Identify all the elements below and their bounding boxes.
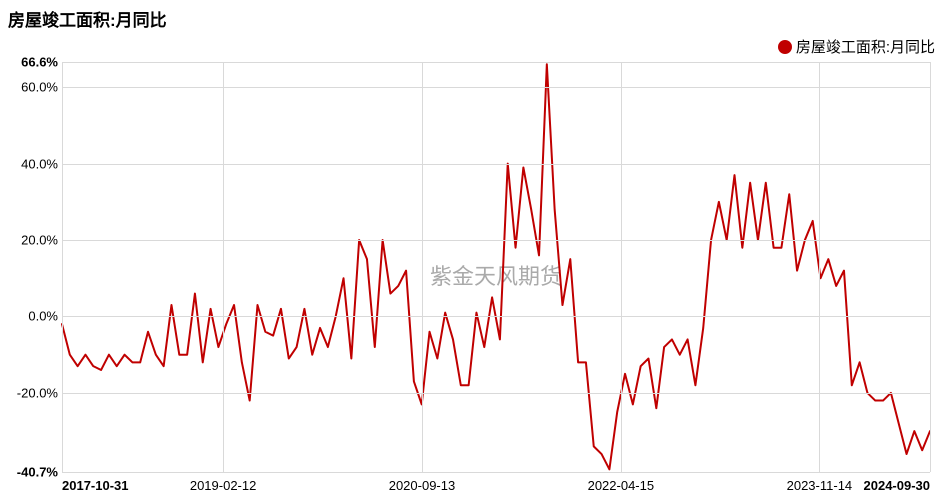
x-tick-label: 2022-04-15: [588, 478, 655, 493]
legend-marker: [778, 40, 792, 54]
y-gridline: [62, 472, 930, 473]
y-gridline: [62, 240, 930, 241]
chart-title: 房屋竣工面积:月同比: [8, 6, 167, 31]
legend: 房屋竣工面积:月同比: [778, 36, 935, 57]
y-tick-label: -20.0%: [17, 385, 58, 400]
line-series-layer: [62, 62, 930, 472]
x-tick-label: 2023-11-14: [787, 478, 853, 493]
y-tick-label: 20.0%: [21, 233, 58, 248]
x-gridline: [62, 62, 63, 472]
y-gridline: [62, 62, 930, 63]
x-tick-label: 2024-09-30: [864, 478, 931, 493]
plot-area: 紫金天风期货: [62, 62, 930, 472]
x-tick-label: 2019-02-12: [190, 478, 257, 493]
y-tick-label: 0.0%: [28, 309, 58, 324]
x-gridline: [819, 62, 820, 472]
y-tick-label: 66.6%: [21, 55, 58, 70]
x-gridline: [422, 62, 423, 472]
y-tick-label: 40.0%: [21, 156, 58, 171]
y-gridline: [62, 393, 930, 394]
y-tick-label: -40.7%: [17, 465, 58, 480]
series-line: [62, 64, 930, 469]
x-gridline: [621, 62, 622, 472]
x-gridline: [930, 62, 931, 472]
y-gridline: [62, 316, 930, 317]
x-tick-label: 2017-10-31: [62, 478, 129, 493]
y-tick-label: 60.0%: [21, 80, 58, 95]
y-gridline: [62, 164, 930, 165]
x-tick-label: 2020-09-13: [389, 478, 456, 493]
x-gridline: [223, 62, 224, 472]
legend-label: 房屋竣工面积:月同比: [796, 36, 935, 57]
y-gridline: [62, 87, 930, 88]
chart-root: 房屋竣工面积:月同比 房屋竣工面积:月同比 紫金天风期货 -40.7% -20.0…: [0, 0, 945, 501]
